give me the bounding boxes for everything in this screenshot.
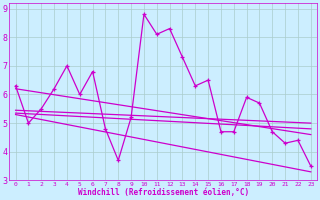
X-axis label: Windchill (Refroidissement éolien,°C): Windchill (Refroidissement éolien,°C)	[78, 188, 249, 197]
